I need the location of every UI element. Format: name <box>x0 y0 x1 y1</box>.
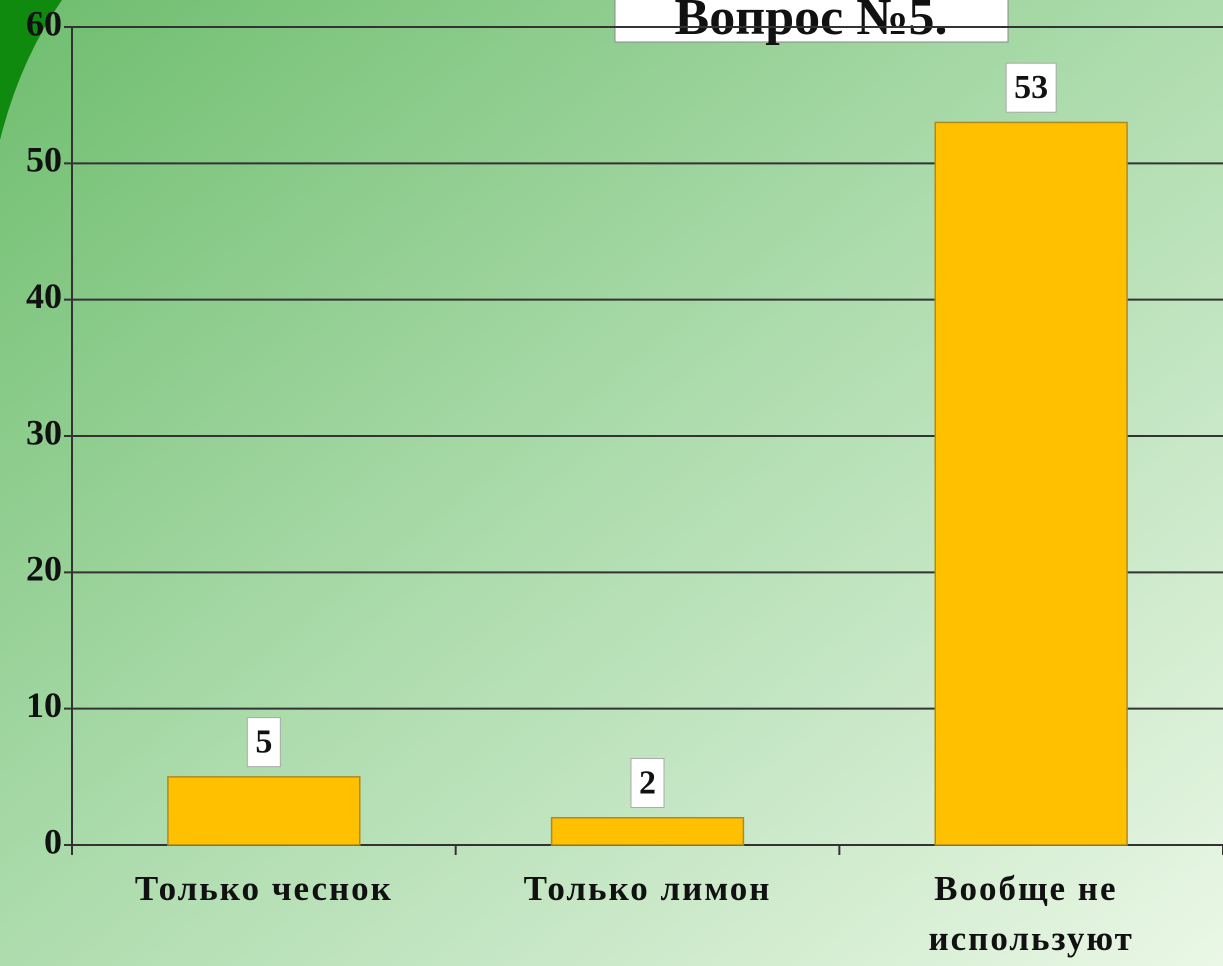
x-tick-label: Только чеснок <box>135 869 393 908</box>
corner-decoration <box>0 0 62 140</box>
value-label-box <box>1005 62 1057 113</box>
y-tick-label: 10 <box>26 685 62 725</box>
y-tick-label: 50 <box>26 140 62 180</box>
chart-title: Вопрос №5. <box>675 0 948 46</box>
x-tick-label: Только лимон <box>524 869 772 908</box>
y-tick-label: 0 <box>44 821 62 861</box>
y-tick-label: 30 <box>26 412 62 452</box>
bar <box>167 776 361 846</box>
y-tick-label: 60 <box>26 3 62 43</box>
bar <box>550 816 745 846</box>
y-tick-label: 20 <box>26 549 62 589</box>
x-tick-label: Вообще не используют <box>928 869 1133 958</box>
y-tick-label: 40 <box>26 276 62 316</box>
x-tick-label-line: используют <box>928 919 1133 958</box>
value-label-box <box>246 717 281 768</box>
value-label: 5 <box>255 724 272 761</box>
x-tick-label-line: Вообще не <box>934 869 1128 908</box>
title-box <box>614 0 1009 43</box>
value-label-box <box>630 758 665 809</box>
value-label: 2 <box>639 765 656 802</box>
value-label: 53 <box>1014 69 1048 106</box>
bar <box>934 121 1128 846</box>
